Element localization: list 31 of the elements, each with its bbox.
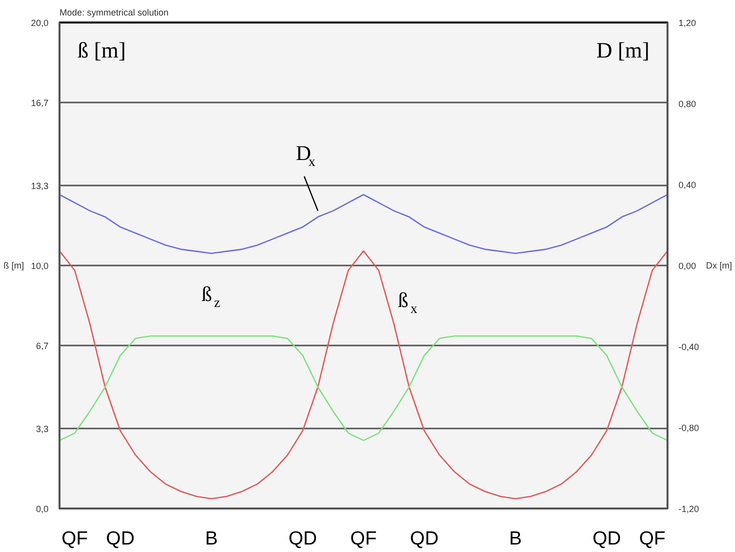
y-tick-label: 13,3 xyxy=(30,180,49,191)
y-tick-label: 20,0 xyxy=(30,18,49,28)
chart-title: Mode: symmetrical solution xyxy=(60,8,169,18)
y2-tick-label: -0,40 xyxy=(678,342,700,352)
y2-axis-title: Dx [m] xyxy=(706,260,732,270)
annotation: D [m] xyxy=(596,38,650,62)
y2-tick-label: 1,20 xyxy=(678,18,696,28)
line-series xyxy=(60,194,668,254)
y-tick-label: 3,3 xyxy=(36,424,49,434)
x-tick-label: QF xyxy=(350,528,377,550)
y-tick-label: 16,7 xyxy=(30,98,49,108)
x-tick-label: QF xyxy=(62,528,88,550)
x-tick-label: B xyxy=(509,528,522,550)
y-tick-label: 0,0 xyxy=(36,504,49,514)
y2-tick-label: 0,40 xyxy=(678,180,696,190)
x-tick-label: QF xyxy=(639,528,666,550)
x-tick-label: QD xyxy=(106,528,135,550)
y-axis-title: ß [m] xyxy=(3,260,24,270)
y2-tick-label: 0,80 xyxy=(678,99,696,109)
y-tick-label: 10,0 xyxy=(30,261,49,271)
y2-tick-label: 0,00 xyxy=(678,261,696,271)
x-tick-label: QD xyxy=(592,528,621,550)
y2-tick-label: -0,80 xyxy=(678,423,700,433)
line-series xyxy=(60,250,668,500)
y2-tick-label: -1,20 xyxy=(678,504,700,514)
line-series xyxy=(60,335,668,442)
x-tick-label: B xyxy=(205,528,218,550)
x-tick-label: QD xyxy=(288,528,317,550)
annotation: ß [m] xyxy=(78,38,126,62)
y-tick-label: 6,7 xyxy=(36,341,49,352)
x-tick-label: QD xyxy=(410,528,439,550)
